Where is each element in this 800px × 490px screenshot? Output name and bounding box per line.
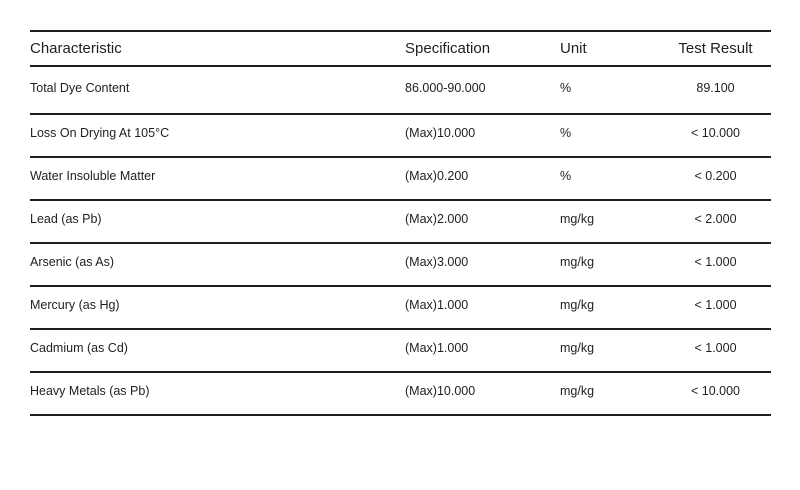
cell-unit: mg/kg — [560, 372, 660, 416]
cell-characteristic: Heavy Metals (as Pb) — [30, 372, 405, 416]
table-row: Mercury (as Hg) (Max)1.000 mg/kg < 1.000 — [30, 286, 771, 330]
table-body: Total Dye Content 86.000-90.000 % 89.100… — [30, 66, 771, 416]
table-row: Cadmium (as Cd) (Max)1.000 mg/kg < 1.000 — [30, 329, 771, 373]
column-header-characteristic: Characteristic — [30, 30, 405, 67]
cell-specification: (Max)1.000 — [405, 286, 560, 330]
cell-characteristic: Loss On Drying At 105°C — [30, 114, 405, 158]
cell-specification: (Max)2.000 — [405, 200, 560, 244]
table-row: Water Insoluble Matter (Max)0.200 % < 0.… — [30, 157, 771, 201]
cell-specification: (Max)1.000 — [405, 329, 560, 373]
header-row: Characteristic Specification Unit Test R… — [30, 30, 771, 67]
table-row: Arsenic (as As) (Max)3.000 mg/kg < 1.000 — [30, 243, 771, 287]
cell-characteristic: Cadmium (as Cd) — [30, 329, 405, 373]
cell-test-result: < 10.000 — [660, 114, 771, 158]
column-header-specification: Specification — [405, 30, 560, 67]
cell-unit: mg/kg — [560, 286, 660, 330]
cell-unit: mg/kg — [560, 200, 660, 244]
table-row: Heavy Metals (as Pb) (Max)10.000 mg/kg <… — [30, 372, 771, 416]
cell-characteristic: Arsenic (as As) — [30, 243, 405, 287]
cell-characteristic: Mercury (as Hg) — [30, 286, 405, 330]
cell-test-result: < 2.000 — [660, 200, 771, 244]
cell-characteristic: Lead (as Pb) — [30, 200, 405, 244]
cell-unit: % — [560, 66, 660, 115]
cell-test-result: < 1.000 — [660, 329, 771, 373]
cell-unit: % — [560, 157, 660, 201]
cell-unit: mg/kg — [560, 329, 660, 373]
column-header-test-result: Test Result — [660, 30, 771, 67]
cell-specification: (Max)3.000 — [405, 243, 560, 287]
cell-specification: (Max)10.000 — [405, 372, 560, 416]
table-header: Characteristic Specification Unit Test R… — [30, 30, 771, 67]
specification-table: Characteristic Specification Unit Test R… — [30, 30, 771, 416]
cell-test-result: < 0.200 — [660, 157, 771, 201]
cell-specification: 86.000-90.000 — [405, 66, 560, 115]
table-row: Total Dye Content 86.000-90.000 % 89.100 — [30, 66, 771, 115]
cell-test-result: 89.100 — [660, 66, 771, 115]
table-row: Lead (as Pb) (Max)2.000 mg/kg < 2.000 — [30, 200, 771, 244]
cell-specification: (Max)10.000 — [405, 114, 560, 158]
cell-test-result: < 1.000 — [660, 243, 771, 287]
table-row: Loss On Drying At 105°C (Max)10.000 % < … — [30, 114, 771, 158]
cell-test-result: < 1.000 — [660, 286, 771, 330]
column-header-unit: Unit — [560, 30, 660, 67]
cell-test-result: < 10.000 — [660, 372, 771, 416]
cell-characteristic: Water Insoluble Matter — [30, 157, 405, 201]
cell-specification: (Max)0.200 — [405, 157, 560, 201]
cell-unit: mg/kg — [560, 243, 660, 287]
cell-unit: % — [560, 114, 660, 158]
cell-characteristic: Total Dye Content — [30, 66, 405, 115]
